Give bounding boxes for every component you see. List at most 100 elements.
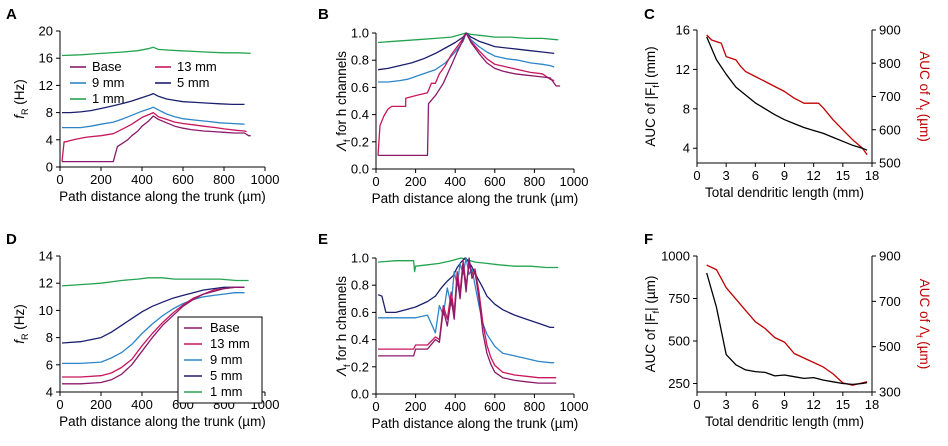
x-tick-label: 0	[372, 399, 379, 414]
y-tick-label: 0.2	[351, 359, 369, 374]
legend-label: 9 mm	[210, 352, 243, 367]
panel-f: F 0 3 6 9 12 15 18 250 500 750 1000 300 500 700 900 Tota…	[643, 231, 932, 429]
y-label-sub: R	[20, 333, 30, 340]
y-axis-label: Λf for h channels	[334, 51, 352, 152]
x-axis-label: Path distance along the trunk (µm)	[372, 191, 579, 206]
y-tick-label: 12	[39, 276, 53, 291]
x-tick-label: 600	[484, 399, 506, 414]
y-label-left-tail: | (mm)	[643, 46, 658, 85]
series-line-1-mm	[377, 32, 559, 44]
x-tick-label: 0	[693, 168, 700, 183]
legend-label: 5 mm	[210, 368, 243, 383]
panel-label: D	[6, 231, 17, 248]
y-tick-label: 1000	[661, 249, 690, 264]
series-line-auc-of-f	[706, 34, 868, 156]
y-label-left-pre: AUC of |F	[643, 88, 658, 147]
y-label-right-pre: AUC of Λ	[917, 279, 932, 335]
series-line-base	[62, 286, 245, 385]
y-tick-label: 20	[39, 24, 53, 39]
x-tick-label: 400	[131, 172, 153, 187]
y-tick-label: 0	[46, 160, 53, 175]
x-tick-label: 6	[752, 397, 759, 412]
x-tick-label: 400	[444, 399, 466, 414]
y-axis-label: Λf for h channels	[334, 276, 352, 377]
x-tick-label: 400	[131, 397, 153, 412]
y-label-main: f	[12, 339, 27, 344]
y-tick-label-right: 800	[879, 56, 901, 71]
y-tick-label: 12	[39, 78, 53, 93]
series-line-5-mm	[62, 92, 245, 114]
x-tick-label: 200	[405, 174, 427, 189]
y-label-tail: for h channels	[334, 276, 349, 365]
y-tick-label: 0.4	[351, 107, 369, 122]
panel-label: F	[644, 231, 653, 248]
y-tick-label-right: 900	[879, 23, 901, 38]
y-tick-label: 16	[676, 23, 690, 38]
x-tick-label: 0	[372, 174, 379, 189]
panel-b: B 0 200 400 600 800 1000 0.0 0.2 0.4 0.6 0.8 1.0 Path…	[318, 6, 588, 206]
y-tick-label: 16	[39, 51, 53, 66]
series-line-13-mm	[61, 111, 247, 162]
y-label-right-pre: AUC of Λ	[917, 51, 932, 107]
x-tick-label: 800	[213, 172, 235, 187]
y-tick-label: 8	[46, 105, 53, 120]
y-tick-label: 0.6	[351, 305, 369, 320]
x-tick-label: 3	[723, 168, 730, 183]
series-line-13-mm	[62, 286, 245, 378]
y-tick-label: 0.2	[351, 134, 369, 149]
x-tick-label: 0	[56, 172, 63, 187]
panel-e: E 0 200 400 600 800 1000 0.0 0.2 0.4 0.6 0.8 1.0 Path…	[318, 231, 588, 431]
legend-label: 5 mm	[177, 75, 210, 90]
y-tick-label: 4	[46, 385, 53, 400]
series-line-auc-of-ff-	[706, 36, 868, 151]
y-label-right-tail: (µm)	[917, 110, 932, 142]
y-label-main: Λ	[334, 367, 349, 377]
series-line-auc-of-f	[706, 264, 868, 386]
x-tick-label: 3	[723, 397, 730, 412]
x-tick-label: 12	[806, 168, 820, 183]
y-axis-label-left: AUC of |Ff| (µm)	[643, 276, 661, 373]
y-tick-label: 0.0	[351, 387, 369, 402]
legend-label: 13 mm	[177, 59, 217, 74]
x-tick-label: 18	[865, 168, 879, 183]
y-tick-label-right: 700	[879, 294, 901, 309]
y-axis-label-left: AUC of |Ff| (mm)	[643, 46, 661, 146]
x-tick-label: 200	[90, 397, 112, 412]
x-tick-label: 1000	[560, 174, 589, 189]
x-tick-label: 15	[836, 168, 850, 183]
legend-label: Base	[210, 320, 240, 335]
y-tick-label: 500	[668, 334, 690, 349]
y-axis-label-right: AUC of Λf (µm)	[914, 51, 932, 142]
y-tick-label: 0.4	[351, 332, 369, 347]
y-tick-label: 6	[46, 357, 53, 372]
x-tick-label: 0	[693, 397, 700, 412]
x-tick-label: 15	[836, 397, 850, 412]
x-tick-label: 9	[781, 168, 788, 183]
y-label-right-tail: (µm)	[917, 338, 932, 370]
panel-label: A	[6, 6, 17, 23]
panel-a: A 0 200 400 600 800 1000 0 4 8 12 16 20 Path distance…	[6, 6, 279, 204]
x-tick-label: 12	[806, 397, 820, 412]
y-tick-label: 250	[668, 376, 690, 391]
series-line-1-mm	[61, 277, 249, 287]
x-tick-label: 1000	[560, 399, 589, 414]
y-tick-label-right: 900	[879, 249, 901, 264]
x-tick-label: 200	[405, 399, 427, 414]
y-tick-label: 4	[683, 141, 690, 156]
x-axis-label: Path distance along the trunk (µm)	[372, 416, 579, 431]
y-axis-label-right: AUC of Λf (µm)	[914, 279, 932, 370]
x-tick-label: 6	[752, 168, 759, 183]
x-tick-label: 400	[444, 174, 466, 189]
y-tick-label: 0.8	[351, 53, 369, 68]
series-line-5-mm	[377, 257, 555, 329]
y-label-sub: f	[342, 139, 352, 142]
panel-label: B	[318, 6, 329, 23]
y-label-sub: R	[20, 108, 30, 115]
y-tick-label-right: 300	[879, 385, 901, 400]
x-axis-label: Path distance along the trunk (µm)	[59, 414, 266, 429]
legend-label: 9 mm	[92, 75, 125, 90]
panel-label: C	[644, 6, 655, 23]
